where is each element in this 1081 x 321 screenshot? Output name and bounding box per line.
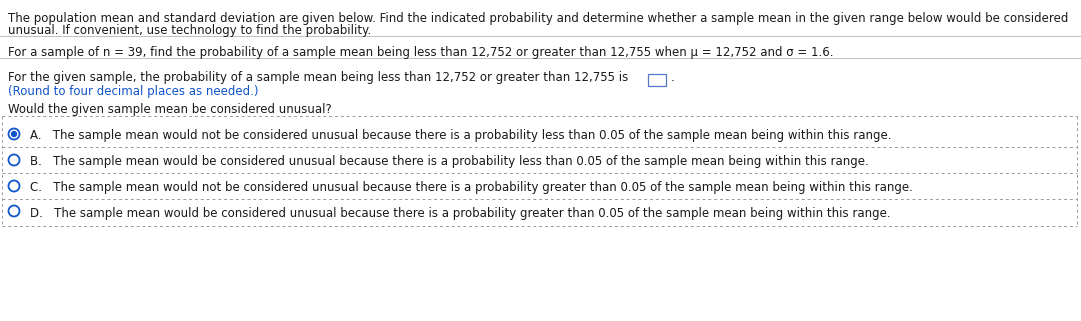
Text: (Round to four decimal places as needed.): (Round to four decimal places as needed.… bbox=[8, 85, 258, 98]
Circle shape bbox=[11, 131, 17, 137]
FancyBboxPatch shape bbox=[648, 74, 666, 86]
Text: Would the given sample mean be considered unusual?: Would the given sample mean be considere… bbox=[8, 103, 332, 116]
Text: The population mean and standard deviation are given below. Find the indicated p: The population mean and standard deviati… bbox=[8, 12, 1068, 25]
Text: For a sample of n = 39, find the probability of a sample mean being less than 12: For a sample of n = 39, find the probabi… bbox=[8, 46, 833, 59]
Text: D.   The sample mean would be considered unusual because there is a probability : D. The sample mean would be considered u… bbox=[30, 206, 891, 220]
Text: B.   The sample mean would be considered unusual because there is a probability : B. The sample mean would be considered u… bbox=[30, 155, 869, 169]
Text: For the given sample, the probability of a sample mean being less than 12,752 or: For the given sample, the probability of… bbox=[8, 71, 628, 84]
Text: C.   The sample mean would not be considered unusual because there is a probabil: C. The sample mean would not be consider… bbox=[30, 181, 912, 195]
Text: unusual. If convenient, use technology to find the probability.: unusual. If convenient, use technology t… bbox=[8, 24, 371, 37]
Text: .: . bbox=[671, 71, 675, 84]
Text: A.   The sample mean would not be considered unusual because there is a probabil: A. The sample mean would not be consider… bbox=[30, 129, 892, 143]
